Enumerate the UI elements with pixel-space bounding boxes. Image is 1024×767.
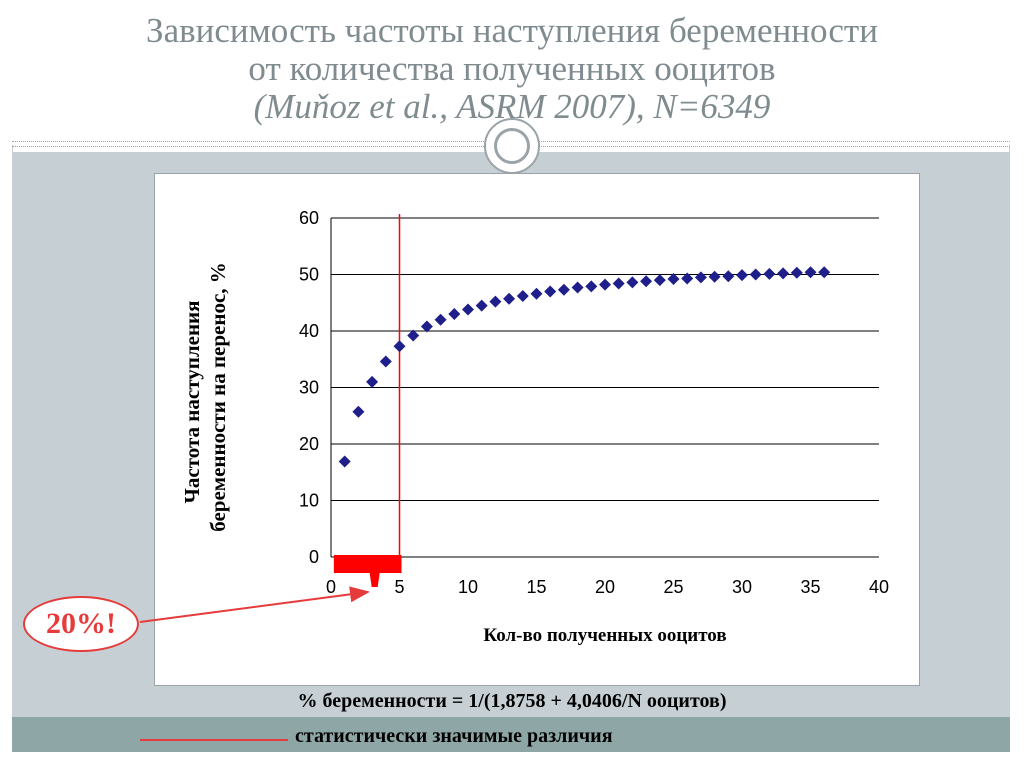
data-point (722, 270, 735, 283)
x-tick-label: 15 (526, 577, 546, 597)
x-axis-label: Кол-во полученных ооцитов (483, 625, 726, 646)
percent-badge-text: 20%! (46, 607, 116, 640)
data-point (379, 355, 392, 368)
x-tick-label: 25 (663, 577, 683, 597)
data-point (420, 320, 433, 333)
significance-legend-text: статистически значимые различия (295, 725, 613, 747)
formula-text: % беременности = 1/(1,8758 + 4,0406/N оо… (297, 690, 727, 712)
title-line-1: Зависимость частоты наступления беременн… (146, 11, 878, 50)
data-point (489, 295, 502, 308)
data-point (790, 266, 803, 279)
data-point (475, 299, 488, 312)
y-axis-label-line-2: беременности на перенос, % (206, 262, 230, 532)
y-tick-labels: 0 10 20 30 40 50 60 (299, 208, 319, 567)
data-point (530, 287, 543, 300)
data-point (777, 267, 790, 280)
highlight-layer (333, 214, 402, 587)
data-point (599, 278, 611, 291)
data-point (749, 268, 762, 281)
data-point (667, 273, 680, 286)
significance-range-bar (333, 555, 402, 573)
data-point (407, 329, 420, 342)
data-point (653, 274, 666, 287)
x-tick-label: 40 (869, 577, 889, 597)
data-point (818, 266, 831, 279)
gridlines (331, 217, 879, 558)
data-point (708, 270, 721, 283)
data-point (763, 267, 776, 280)
percent-badge: 20%! (23, 596, 139, 652)
x-tick-label: 0 (326, 577, 336, 597)
data-point (571, 281, 584, 294)
data-points (338, 266, 831, 468)
data-point (366, 375, 379, 388)
x-tick-labels: 0 5 10 15 20 25 30 35 40 (326, 577, 889, 597)
data-point (462, 303, 474, 316)
x-tick-label: 5 (394, 577, 404, 597)
data-point (681, 272, 694, 285)
x-tick-label: 10 (458, 577, 478, 597)
data-point (585, 280, 598, 293)
y-tick-label: 30 (299, 378, 319, 398)
decorative-circle-icon (484, 118, 540, 174)
significance-legend-line (140, 739, 288, 741)
data-point (516, 289, 529, 302)
data-point (626, 276, 639, 289)
data-point (352, 405, 365, 418)
x-tick-label: 35 (800, 577, 820, 597)
y-axis-label-line-1: Частота наступления (180, 300, 204, 503)
data-point (694, 271, 707, 284)
title-line-2: от количества полученных ооцитов (248, 49, 776, 88)
data-point (640, 275, 653, 288)
data-point (434, 313, 447, 326)
chart-area: 0 10 20 30 40 50 60 0 5 10 15 20 25 30 35 40 Частота н… (154, 173, 920, 686)
data-point (804, 266, 817, 279)
x-tick-label: 20 (595, 577, 615, 597)
data-point (503, 292, 516, 305)
range-pointer (369, 573, 380, 587)
y-tick-label: 0 (309, 547, 319, 567)
data-point (448, 308, 461, 321)
data-point (736, 269, 748, 282)
data-point (338, 455, 351, 468)
y-tick-label: 10 (299, 491, 319, 511)
data-point (612, 277, 625, 290)
y-tick-label: 50 (299, 265, 319, 285)
y-tick-label: 60 (299, 208, 319, 228)
y-tick-label: 20 (299, 434, 319, 454)
y-tick-label: 40 (299, 321, 319, 341)
x-tick-label: 30 (732, 577, 752, 597)
data-point (544, 285, 557, 298)
data-point (393, 340, 406, 353)
scatter-chart: 0 10 20 30 40 50 60 0 5 10 15 20 25 30 35 40 Частота н… (180, 208, 889, 646)
footer-strip (12, 752, 1010, 767)
data-point (557, 283, 570, 296)
